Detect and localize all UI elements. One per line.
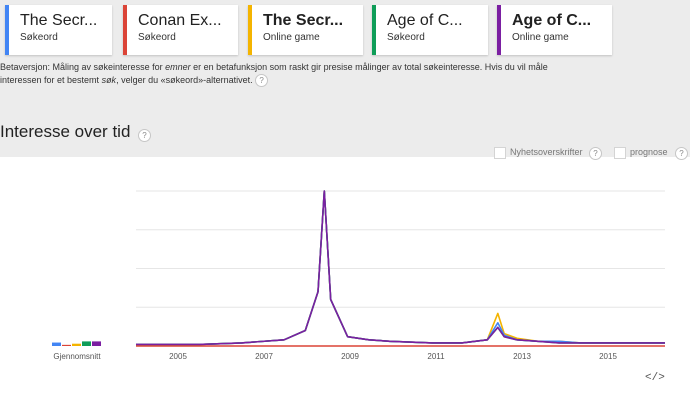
average-bar xyxy=(62,344,71,346)
x-tick-label: 2013 xyxy=(513,352,531,361)
embed-code-icon[interactable]: </> xyxy=(645,372,665,384)
beta-text-3: , velger du «søkeord»-alternativet. xyxy=(116,75,253,85)
beta-notice: Betaversjon: Måling av søkeinteresse for… xyxy=(0,61,560,88)
series-line xyxy=(136,190,665,346)
average-bar xyxy=(52,342,61,346)
term-type: Søkeord xyxy=(138,32,176,43)
term-title: Conan Ex... xyxy=(138,12,222,29)
term-card-5[interactable]: Age of C... Online game xyxy=(497,5,612,55)
help-icon[interactable]: ? xyxy=(255,74,269,88)
series-line xyxy=(136,190,665,346)
x-tick-label: 2009 xyxy=(341,352,359,361)
beta-emphasis-topics: emner xyxy=(165,62,191,72)
term-card-1[interactable]: The Secr... Søkeord xyxy=(5,5,112,55)
beta-text-1: Betaversjon: Måling av søkeinteresse for xyxy=(0,62,166,72)
x-tick-label: 2007 xyxy=(255,352,273,361)
forecast-label: prognose xyxy=(630,147,668,157)
average-bar xyxy=(92,341,101,346)
interest-over-time-chart xyxy=(52,190,665,347)
term-type: Online game xyxy=(263,32,320,43)
news-headlines-checkbox[interactable] xyxy=(494,147,506,159)
term-title: Age of C... xyxy=(387,12,463,29)
forecast-checkbox[interactable] xyxy=(614,147,626,159)
help-icon[interactable]: ? xyxy=(138,129,151,142)
beta-text-2: er en betafunksjon som raskt gir presise… xyxy=(0,62,548,85)
average-axis-label: Gjennomsnitt xyxy=(53,352,101,361)
chart-panel xyxy=(0,157,690,402)
x-tick-label: 2005 xyxy=(169,352,187,361)
term-card-4[interactable]: Age of C... Søkeord xyxy=(372,5,488,55)
term-type: Online game xyxy=(512,32,569,43)
series-line xyxy=(136,190,665,346)
series-line xyxy=(136,190,665,346)
news-headlines-label: Nyhetsoverskrifter xyxy=(510,147,583,157)
average-bar xyxy=(72,343,81,346)
help-icon[interactable]: ? xyxy=(675,147,688,160)
x-tick-label: 2011 xyxy=(427,352,445,361)
section-title: Interesse over tid xyxy=(0,122,131,141)
term-title: Age of C... xyxy=(512,12,592,29)
average-bar xyxy=(82,341,91,346)
search-terms-bar: The Secr... Søkeord Conan Ex... Søkeord … xyxy=(0,5,690,55)
term-type: Søkeord xyxy=(387,32,425,43)
x-tick-label: 2015 xyxy=(599,352,617,361)
term-card-3[interactable]: The Secr... Online game xyxy=(248,5,363,55)
term-type: Søkeord xyxy=(20,32,58,43)
term-title: The Secr... xyxy=(263,12,344,29)
term-title: The Secr... xyxy=(20,12,98,29)
beta-emphasis-search: søk xyxy=(101,75,117,85)
term-card-2[interactable]: Conan Ex... Søkeord xyxy=(123,5,238,55)
help-icon[interactable]: ? xyxy=(589,147,602,160)
